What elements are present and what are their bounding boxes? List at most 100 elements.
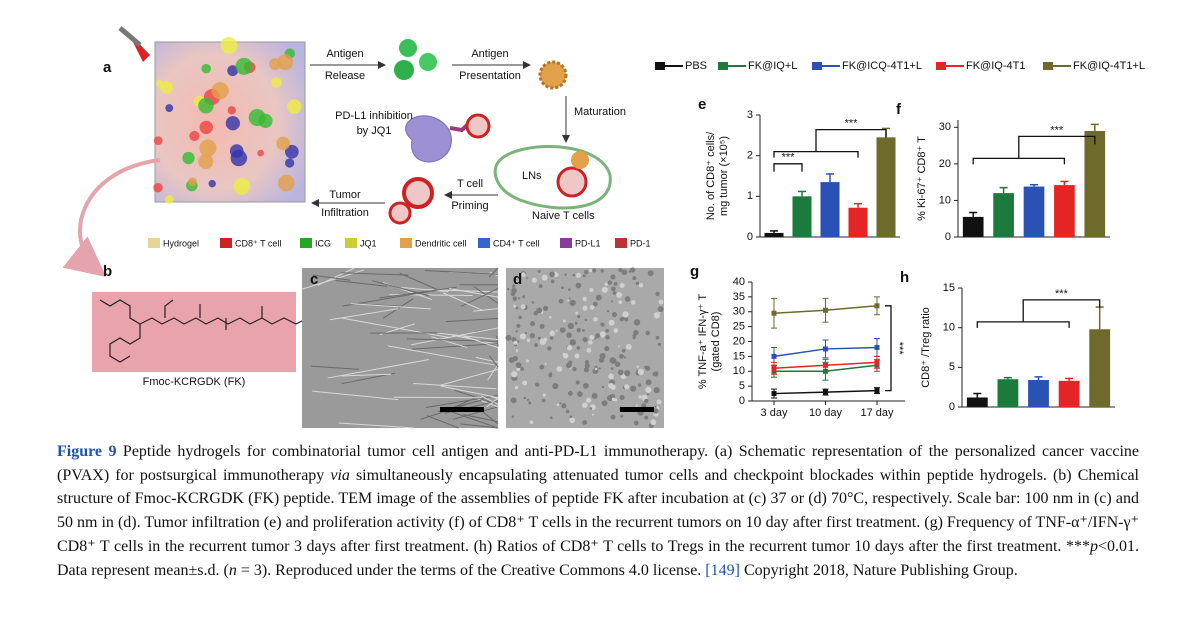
particle	[591, 393, 598, 399]
lymph-node	[493, 145, 612, 210]
particle	[582, 337, 588, 343]
particle	[511, 415, 515, 418]
particle	[567, 288, 571, 291]
particle	[549, 416, 553, 420]
cd8-t-cell	[402, 177, 434, 209]
particle	[611, 286, 616, 292]
bar	[962, 216, 984, 237]
pd-l1-cell	[405, 115, 452, 163]
fiber	[460, 423, 499, 429]
particle	[624, 370, 631, 377]
legend-swatch	[1043, 62, 1053, 70]
particle	[569, 339, 577, 346]
legend-icon	[345, 238, 357, 248]
caption-text: simultaneously encapsulating attenuated …	[57, 466, 1144, 555]
particle	[637, 383, 642, 387]
particle	[589, 268, 593, 273]
legend-text: CD8⁺ T cell	[235, 238, 281, 248]
particle	[512, 296, 518, 301]
particle	[583, 367, 589, 373]
particle	[633, 420, 639, 426]
point	[823, 346, 828, 352]
step-text: Naive T cells	[532, 210, 595, 222]
point	[823, 307, 828, 313]
particle	[620, 414, 624, 418]
point	[771, 310, 777, 316]
point	[874, 388, 880, 394]
cell	[199, 139, 217, 157]
fiber	[379, 286, 457, 299]
particle	[564, 273, 567, 276]
particle	[598, 367, 601, 370]
fiber	[424, 270, 499, 275]
annotation: ***	[782, 152, 796, 164]
particle	[569, 417, 576, 424]
particle	[621, 348, 626, 353]
y-tick-label: 0	[945, 231, 951, 243]
cell	[225, 116, 240, 131]
cell	[198, 97, 214, 114]
particle	[589, 335, 595, 340]
fiber	[463, 413, 499, 423]
panel-label: b	[103, 263, 112, 280]
particle	[619, 354, 624, 359]
charts: e 0 1 2 3 No. of CD8⁺ cells/mg tumor (×10⁵) **…	[690, 96, 1115, 419]
particle	[600, 269, 604, 273]
fiber	[338, 422, 415, 429]
particle	[653, 408, 659, 414]
particle	[619, 282, 625, 288]
particle	[515, 349, 519, 352]
particle	[584, 269, 589, 275]
annotation: ***	[845, 118, 859, 130]
fiber	[312, 390, 399, 401]
particle	[515, 330, 518, 333]
particle	[526, 338, 531, 343]
y-axis-label: (gated CD8)	[710, 312, 722, 372]
step-text: Release	[325, 70, 365, 82]
fiber	[342, 289, 437, 307]
fiber	[440, 385, 499, 399]
particle	[586, 397, 592, 403]
particle	[646, 393, 649, 396]
particle	[517, 340, 520, 343]
step-text: Maturation	[574, 106, 626, 118]
fiber	[463, 335, 499, 349]
step-text: Tumor	[329, 189, 361, 201]
step-text: T cell	[457, 178, 483, 190]
particle	[610, 367, 614, 370]
particle	[550, 279, 555, 284]
particle	[541, 398, 546, 403]
fiber	[312, 274, 351, 281]
particle	[516, 367, 521, 372]
step-text: Priming	[451, 200, 488, 212]
particle	[529, 333, 535, 339]
caption: Figure 9 Peptide hydrogels for combinato…	[57, 440, 1139, 582]
particle	[644, 415, 649, 420]
particle	[655, 335, 660, 340]
particle	[515, 362, 522, 369]
particle	[590, 305, 595, 310]
fiber	[431, 336, 468, 349]
legend-text: CD4⁺ T cell	[493, 238, 539, 248]
particle	[549, 372, 553, 376]
antigen	[394, 60, 414, 80]
particle	[653, 387, 660, 394]
particle	[623, 356, 627, 359]
particle	[624, 296, 631, 302]
fiber	[488, 267, 499, 278]
caption-text: via	[330, 466, 350, 484]
particle	[622, 311, 629, 318]
particle	[539, 364, 545, 370]
y-axis-label: % Ki-67⁺ CD8⁺ T	[916, 136, 928, 221]
legend-text: JQ1	[360, 238, 377, 248]
cell	[277, 54, 294, 71]
particle	[563, 319, 566, 323]
y-tick-label: 10	[733, 365, 745, 377]
cell	[208, 179, 216, 188]
particle	[582, 305, 588, 311]
particle	[505, 334, 512, 341]
particle	[589, 288, 594, 293]
particle	[592, 301, 598, 307]
y-tick-label: 2	[747, 150, 753, 162]
dendritic-cell	[538, 60, 568, 90]
